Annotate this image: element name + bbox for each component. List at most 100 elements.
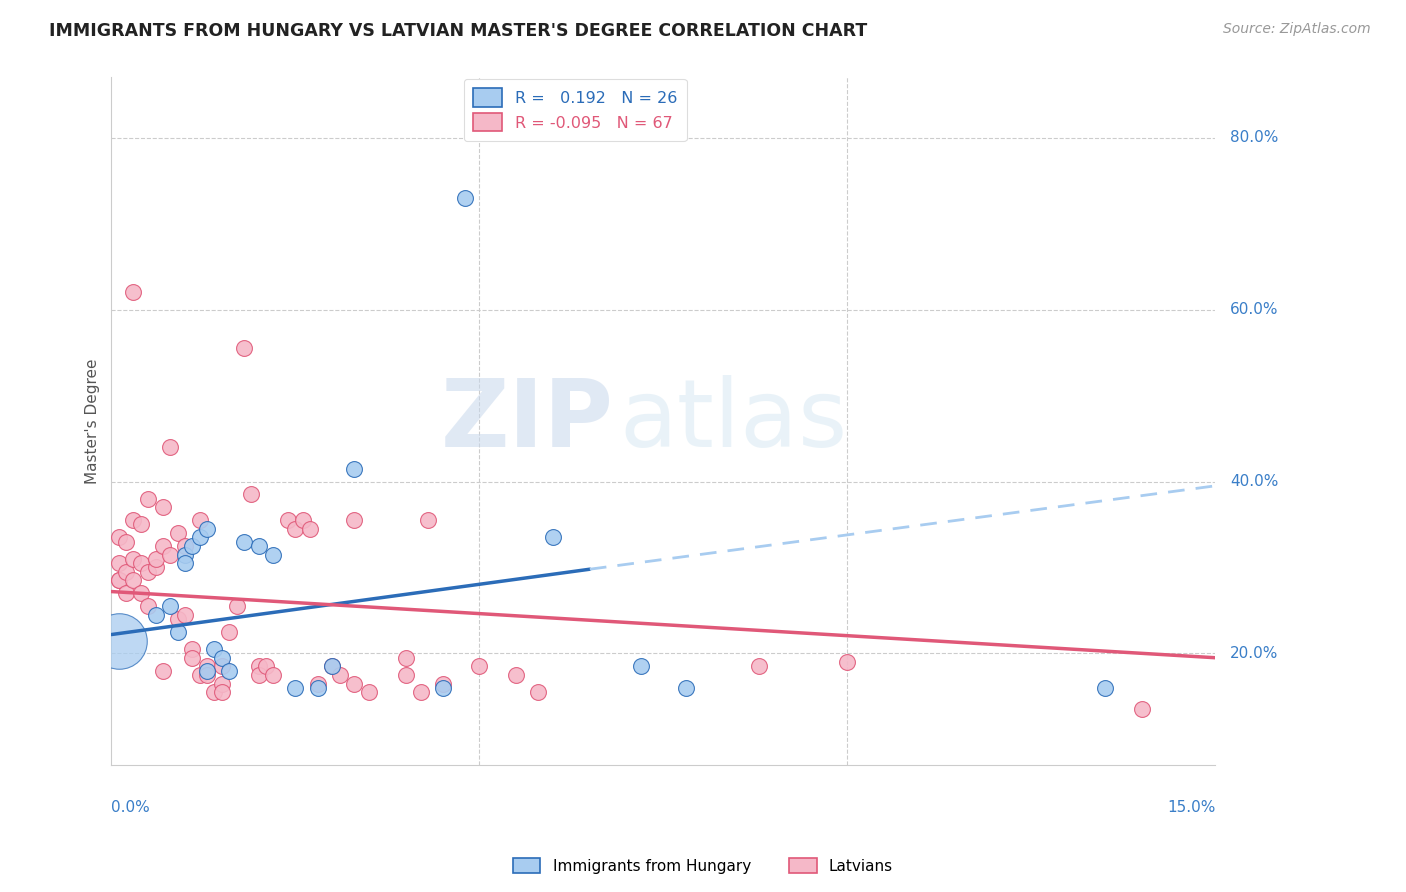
Legend: R =   0.192   N = 26, R = -0.095   N = 67: R = 0.192 N = 26, R = -0.095 N = 67: [464, 78, 686, 141]
Point: [307, 676, 329, 690]
Point: [409, 685, 432, 699]
Point: [262, 668, 284, 682]
Point: [211, 676, 233, 690]
Point: [541, 530, 564, 544]
Point: [343, 676, 366, 690]
Point: [166, 624, 188, 639]
Point: [247, 659, 270, 673]
Point: [195, 664, 218, 678]
Point: [122, 285, 145, 300]
Point: [181, 650, 204, 665]
Text: 80.0%: 80.0%: [1230, 130, 1278, 145]
Text: ZIP: ZIP: [441, 376, 614, 467]
Point: [225, 599, 247, 614]
Point: [329, 668, 352, 682]
Point: [284, 522, 307, 536]
Point: [630, 659, 652, 673]
Point: [136, 491, 159, 506]
Point: [159, 440, 181, 454]
Point: [115, 586, 138, 600]
Text: IMMIGRANTS FROM HUNGARY VS LATVIAN MASTER'S DEGREE CORRELATION CHART: IMMIGRANTS FROM HUNGARY VS LATVIAN MASTE…: [49, 22, 868, 40]
Point: [204, 685, 226, 699]
Point: [432, 681, 454, 695]
Legend: Immigrants from Hungary, Latvians: Immigrants from Hungary, Latvians: [508, 852, 898, 880]
Text: 60.0%: 60.0%: [1230, 302, 1278, 317]
Point: [395, 668, 418, 682]
Text: 20.0%: 20.0%: [1230, 646, 1278, 661]
Point: [129, 556, 152, 570]
Point: [188, 668, 211, 682]
Point: [254, 659, 277, 673]
Point: [115, 534, 138, 549]
Point: [159, 548, 181, 562]
Point: [145, 552, 167, 566]
Point: [107, 530, 129, 544]
Point: [204, 642, 226, 657]
Point: [166, 612, 188, 626]
Text: Source: ZipAtlas.com: Source: ZipAtlas.com: [1223, 22, 1371, 37]
Point: [218, 624, 240, 639]
Point: [152, 664, 174, 678]
Point: [416, 513, 439, 527]
Point: [299, 522, 322, 536]
Point: [1130, 702, 1153, 716]
Y-axis label: Master's Degree: Master's Degree: [86, 359, 100, 484]
Point: [247, 668, 270, 682]
Point: [211, 650, 233, 665]
Point: [174, 556, 197, 570]
Point: [837, 655, 859, 669]
Point: [152, 539, 174, 553]
Point: [152, 500, 174, 515]
Point: [159, 599, 181, 614]
Point: [181, 539, 204, 553]
Point: [1094, 681, 1116, 695]
Point: [527, 685, 550, 699]
Point: [211, 659, 233, 673]
Point: [136, 565, 159, 579]
Point: [395, 650, 418, 665]
Point: [174, 539, 197, 553]
Point: [145, 560, 167, 574]
Point: [174, 548, 197, 562]
Point: [468, 659, 491, 673]
Point: [107, 556, 129, 570]
Point: [321, 659, 343, 673]
Point: [240, 487, 263, 501]
Point: [343, 513, 366, 527]
Point: [188, 513, 211, 527]
Point: [232, 534, 254, 549]
Point: [188, 530, 211, 544]
Point: [357, 685, 380, 699]
Text: atlas: atlas: [619, 376, 848, 467]
Point: [107, 574, 129, 588]
Point: [195, 659, 218, 673]
Point: [262, 548, 284, 562]
Point: [136, 599, 159, 614]
Point: [195, 522, 218, 536]
Point: [115, 565, 138, 579]
Point: [343, 461, 366, 475]
Point: [247, 539, 270, 553]
Text: 40.0%: 40.0%: [1230, 474, 1278, 489]
Point: [291, 513, 314, 527]
Point: [232, 341, 254, 355]
Point: [211, 685, 233, 699]
Point: [166, 526, 188, 541]
Point: [174, 607, 197, 622]
Point: [748, 659, 770, 673]
Text: 15.0%: 15.0%: [1167, 799, 1216, 814]
Point: [321, 659, 343, 673]
Point: [675, 681, 697, 695]
Point: [107, 574, 129, 588]
Point: [218, 664, 240, 678]
Point: [195, 668, 218, 682]
Point: [107, 633, 129, 648]
Point: [454, 191, 477, 205]
Text: 0.0%: 0.0%: [111, 799, 150, 814]
Point: [307, 681, 329, 695]
Point: [505, 668, 527, 682]
Point: [284, 681, 307, 695]
Point: [122, 574, 145, 588]
Point: [122, 552, 145, 566]
Point: [277, 513, 299, 527]
